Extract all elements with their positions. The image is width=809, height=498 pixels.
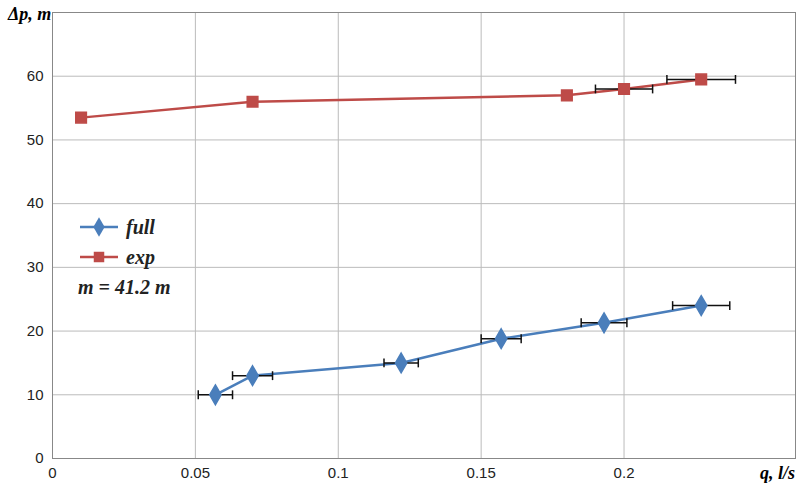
svg-text:0.15: 0.15 (467, 464, 496, 481)
svg-text:0: 0 (35, 449, 43, 466)
svg-text:50: 50 (27, 131, 44, 148)
svg-text:0.1: 0.1 (328, 464, 349, 481)
html-text:exp: exp (126, 245, 155, 268)
svg-text:0.2: 0.2 (614, 464, 635, 481)
svg-text:10: 10 (27, 386, 44, 403)
svg-text:20: 20 (27, 322, 44, 339)
html-text:Δp, m: Δp, m (8, 4, 52, 24)
svg-text:60: 60 (27, 67, 44, 84)
svg-text:0: 0 (48, 464, 56, 481)
svg-text:30: 30 (27, 258, 44, 275)
html-text:m = 41.2 m: m = 41.2 m (78, 275, 171, 298)
html-text:full: full (126, 215, 155, 238)
svg-text:40: 40 (27, 194, 44, 211)
svg-text:0.05: 0.05 (181, 464, 210, 481)
html-text:q, l/s: q, l/s (760, 463, 795, 483)
